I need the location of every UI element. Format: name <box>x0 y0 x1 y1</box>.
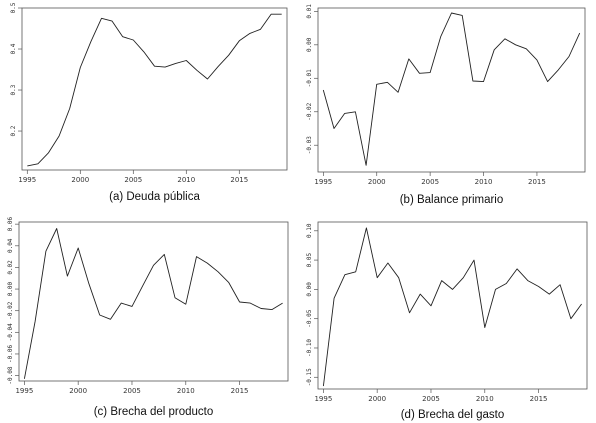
y-tick-label: 0.04 <box>7 238 14 253</box>
y-tick-label: 0.00 <box>306 37 313 52</box>
chart-panel-balance-primario: -0.03 -0.02 -0.01 0.00 0.01 1995 2000 2005 2010 2… <box>306 4 586 206</box>
plot-frame <box>21 7 288 171</box>
x-tick-label: 2000 <box>69 387 87 395</box>
x-tick-label: 2005 <box>123 387 141 395</box>
series-line <box>23 228 283 379</box>
series-line <box>322 227 582 387</box>
chart-panel-brecha-del-gasto: -0.15 -0.10 -0.05 0.00 0.05 0.10 1995 2000 2005 2… <box>306 221 588 421</box>
chart-panel-deuda-publica: 0.2 0.3 0.4 0.5 1995 2000 2005 2010 2015 (a) Deud… <box>10 2 288 203</box>
x-tick-label: 2005 <box>422 395 440 403</box>
y-tick-label: -0.06 <box>7 345 14 363</box>
y-tick-label: -0.03 <box>306 136 313 154</box>
x-tick-label: 1995 <box>18 176 36 184</box>
y-tick-label: 0.02 <box>7 260 14 275</box>
x-tick-label: 2010 <box>177 387 195 395</box>
plot-frame <box>317 7 586 173</box>
panel-caption: (b) Balance primario <box>400 194 504 206</box>
y-tick-label: -0.08 <box>7 366 14 384</box>
y-tick-label: 0.06 <box>7 217 14 232</box>
y-tick-label: 0.00 <box>306 282 313 297</box>
y-tick-label: -0.02 <box>7 301 14 319</box>
x-tick-label: 2005 <box>421 178 439 186</box>
y-tick-label: -0.01 <box>306 69 313 87</box>
y-tick-label: 0.2 <box>10 125 17 136</box>
x-tick-label: 2000 <box>368 178 386 186</box>
x-tick-label: 2000 <box>368 395 386 403</box>
chart-panel-brecha-del-producto: -0.08 -0.06 -0.04 -0.02 0.00 0.02 0.04 0.06 1995… <box>7 217 289 418</box>
y-tick-label: -0.02 <box>306 102 313 120</box>
y-tick-label: -0.15 <box>306 368 313 386</box>
y-tick-label: 0.4 <box>10 43 17 54</box>
y-tick-label: 0.01 <box>306 4 313 19</box>
x-tick-label: 2010 <box>177 176 195 184</box>
y-tick-label: 0.3 <box>10 84 17 95</box>
x-tick-label: 1995 <box>314 395 332 403</box>
plot-frame <box>317 221 588 390</box>
y-tick-label: 0.00 <box>7 281 14 296</box>
x-tick-label: 2015 <box>231 387 249 395</box>
panel-caption: (d) Brecha del gasto <box>401 409 505 421</box>
x-tick-label: 2010 <box>475 178 493 186</box>
y-tick-label: -0.10 <box>306 339 313 357</box>
x-tick-label: 2015 <box>230 176 248 184</box>
panel-caption: (c) Brecha del producto <box>94 406 214 418</box>
y-tick-label: -0.05 <box>306 309 313 327</box>
x-tick-label: 2000 <box>71 176 89 184</box>
x-tick-label: 1995 <box>15 387 33 395</box>
x-tick-label: 2015 <box>530 395 548 403</box>
plot-frame <box>18 221 289 382</box>
y-tick-label: 0.05 <box>306 252 313 267</box>
panel-caption: (a) Deuda pública <box>109 191 200 203</box>
series-line <box>27 13 282 167</box>
x-tick-label: 2010 <box>476 395 494 403</box>
y-tick-label: 0.10 <box>306 223 313 238</box>
x-tick-label: 2005 <box>124 176 142 184</box>
x-tick-label: 2015 <box>528 178 546 186</box>
y-tick-label: -0.04 <box>7 323 14 341</box>
series-line <box>322 12 581 166</box>
x-tick-label: 1995 <box>314 178 332 186</box>
y-tick-label: 0.5 <box>10 2 17 13</box>
